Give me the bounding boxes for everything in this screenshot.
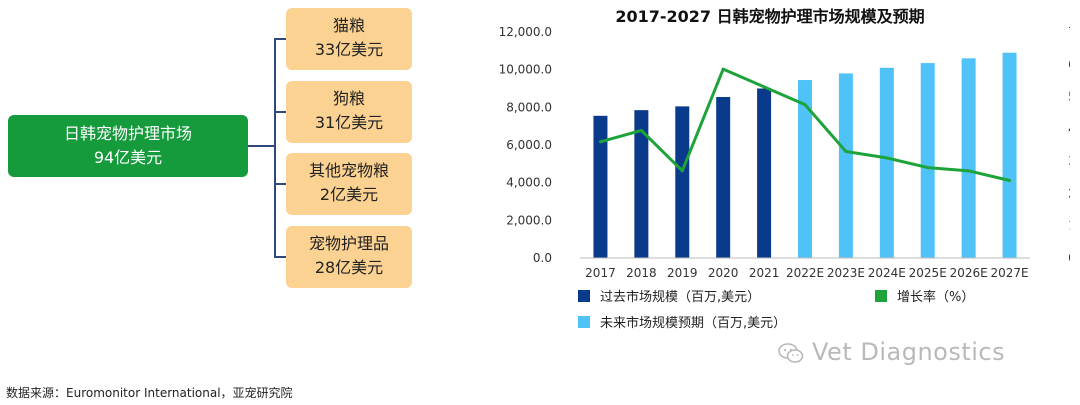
root-title: 日韩宠物护理市场 — [63, 124, 192, 143]
growth-rate-point — [639, 128, 643, 132]
root-value: 94亿美元 — [93, 148, 163, 167]
leaf-value: 2亿美元 — [319, 185, 379, 204]
x-tick-label: 2019 — [667, 266, 698, 280]
y-left-tick-label: 10,000.0 — [499, 63, 552, 77]
legend: 过去市场规模（百万,美元） 增长率（%） 未来市场规模预期（百万,美元） — [578, 289, 974, 331]
leaf-title: 狗粮 — [332, 89, 365, 108]
bar — [675, 106, 690, 259]
leaf-node: 宠物护理品 28亿美元 — [286, 226, 412, 288]
growth-rate-point — [1008, 179, 1012, 183]
legend-swatch — [875, 290, 887, 302]
x-tick-label: 2020 — [708, 266, 739, 280]
y-left-tick-label: 6,000.0 — [506, 138, 552, 152]
market-chart: 2017-2027 日韩宠物护理市场规模及预期 0.0 2,000.0 4,000.… — [499, 7, 1070, 331]
bars-group — [593, 52, 1017, 259]
x-tick-label: 2017 — [585, 266, 616, 280]
connector-horizontal — [248, 145, 274, 147]
legend-label: 未来市场规模预期（百万,美元） — [600, 315, 786, 331]
y-right-axis: 0 1 2 3 4 5 6 7 — [1068, 25, 1070, 265]
growth-rate-point — [803, 103, 807, 107]
y-right-tick-label: 4 — [1068, 122, 1070, 136]
y-left-tick-label: 4,000.0 — [506, 176, 552, 190]
leaf-title: 其他宠物粮 — [308, 161, 389, 180]
chart-title: 2017-2027 日韩宠物护理市场规模及预期 — [615, 7, 924, 26]
bar — [920, 63, 935, 259]
x-axis: 2017 2018 2019 2020 2021 2022E 2023E 2024E 2025E… — [585, 266, 1028, 280]
leaf-title: 宠物护理品 — [308, 234, 389, 253]
bar — [716, 96, 731, 258]
growth-rate-point — [844, 149, 848, 153]
y-left-tick-label: 0.0 — [533, 251, 552, 265]
y-left-tick-label: 2,000.0 — [506, 213, 552, 227]
y-left-axis: 0.0 2,000.0 4,000.0 6,000.0 8,000.0 10,000.0 1… — [499, 25, 552, 265]
x-tick-label: 2027E — [990, 266, 1028, 280]
leaf-node: 其他宠物粮 2亿美元 — [286, 153, 412, 215]
growth-rate-point — [967, 169, 971, 173]
y-right-tick-label: 2 — [1068, 186, 1070, 200]
growth-rate-point — [885, 156, 889, 160]
x-tick-label: 2023E — [827, 266, 865, 280]
growth-rate-point — [762, 85, 766, 89]
legend-label: 增长率（%） — [897, 289, 974, 305]
x-tick-label: 2018 — [626, 266, 657, 280]
y-right-tick-label: 6 — [1068, 57, 1070, 71]
bar — [1002, 52, 1017, 258]
bar — [879, 67, 894, 259]
growth-line-group — [598, 67, 1012, 183]
y-left-tick-label: 8,000.0 — [506, 100, 552, 114]
growth-rate-point — [926, 166, 930, 170]
growth-rate-point — [680, 169, 684, 173]
y-left-tick-label: 12,000.0 — [499, 25, 552, 39]
leaf-value: 33亿美元 — [314, 40, 384, 59]
source-note: 数据来源：Euromonitor International，亚宠研究院 — [6, 386, 293, 400]
connector-branch-3 — [274, 183, 286, 185]
legend-swatch — [578, 290, 590, 302]
wechat-icon — [778, 343, 804, 363]
leaf-node: 猫粮 33亿美元 — [286, 8, 412, 70]
connector-branch-2 — [274, 111, 286, 113]
leaf-value: 28亿美元 — [314, 258, 384, 277]
y-right-tick-label: 7 — [1068, 25, 1070, 39]
legend-swatch — [578, 316, 590, 328]
growth-rate-point — [721, 67, 725, 71]
connector-vertical — [274, 38, 276, 257]
x-tick-label: 2024E — [868, 266, 906, 280]
bar — [961, 58, 976, 258]
y-right-tick-label: 5 — [1068, 90, 1070, 104]
growth-rate-point — [598, 140, 602, 144]
x-tick-label: 2021 — [749, 266, 780, 280]
y-right-tick-label: 0 — [1068, 251, 1070, 265]
leaf-value: 31亿美元 — [314, 113, 384, 132]
x-tick-label: 2026E — [950, 266, 988, 280]
root-node: 日韩宠物护理市场 94亿美元 — [8, 115, 248, 177]
watermark-text: Vet Diagnostics — [812, 338, 1006, 366]
x-tick-label: 2025E — [909, 266, 947, 280]
leaf-title: 猫粮 — [332, 16, 365, 35]
bar — [757, 88, 772, 258]
leaf-node: 狗粮 31亿美元 — [286, 81, 412, 143]
connector-branch-4 — [274, 256, 286, 258]
legend-label: 过去市场规模（百万,美元） — [600, 289, 760, 305]
y-right-tick-label: 3 — [1068, 154, 1070, 168]
connector-branch-1 — [274, 38, 286, 40]
y-right-tick-label: 1 — [1068, 219, 1070, 233]
bar — [593, 115, 608, 258]
x-tick-label: 2022E — [786, 266, 824, 280]
bar — [634, 110, 649, 259]
bar — [798, 80, 812, 259]
bar — [838, 73, 853, 258]
